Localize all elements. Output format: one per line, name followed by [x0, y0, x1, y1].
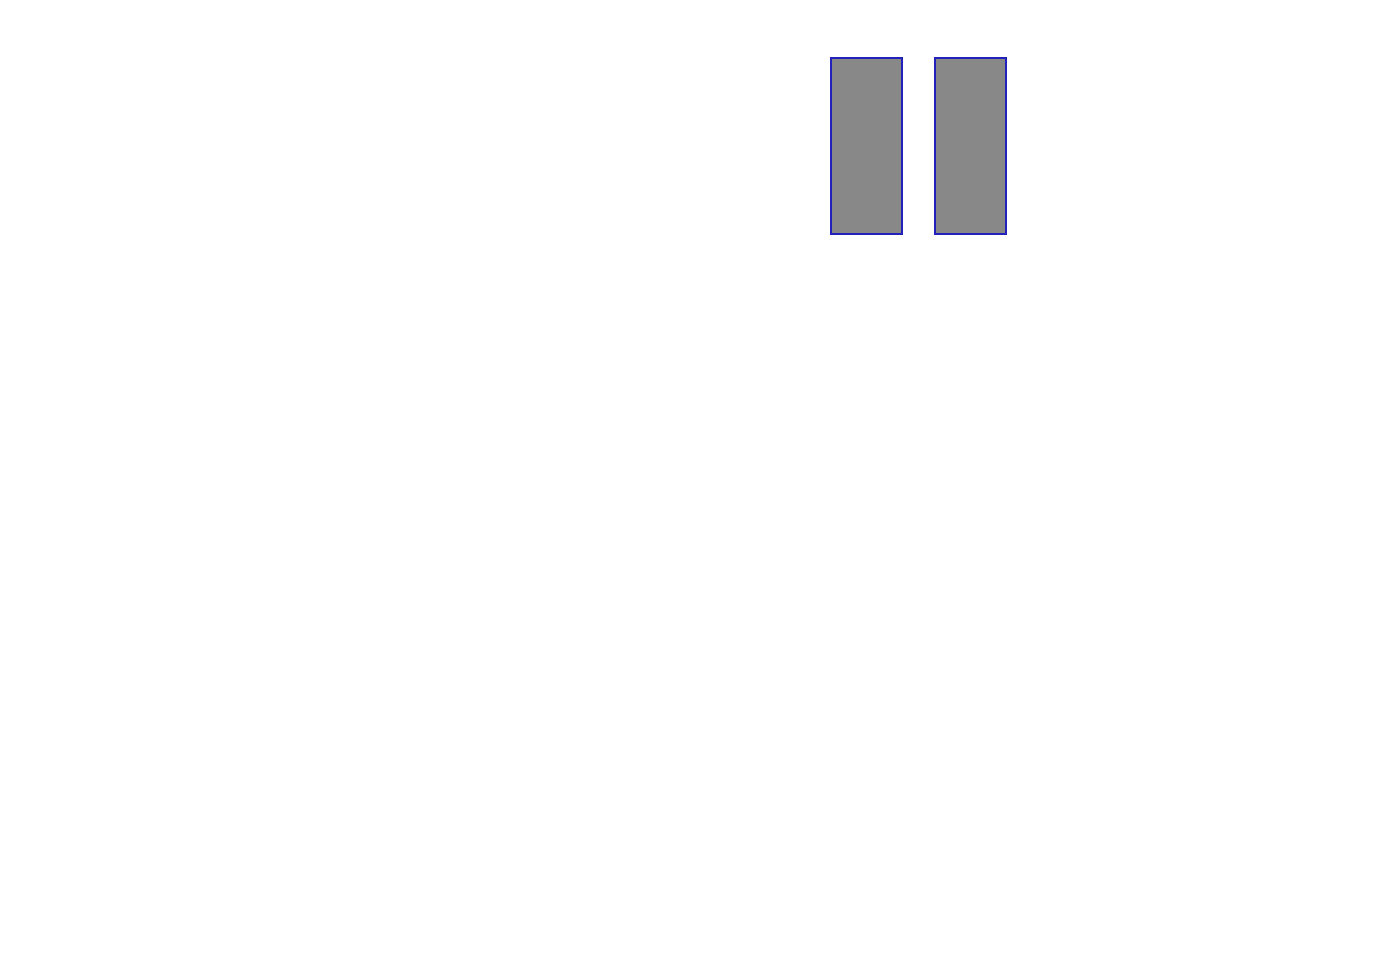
lineflux-map: [213, 527, 423, 727]
with-sky-image: [830, 57, 903, 235]
hsc-r-cutout: [397, 527, 607, 727]
fiber-positions-map: [27, 527, 237, 727]
clean-image: [934, 57, 1007, 235]
full-spectrum-plot: [64, 270, 1314, 465]
line-fit-zoom-plot: [1008, 42, 1308, 238]
